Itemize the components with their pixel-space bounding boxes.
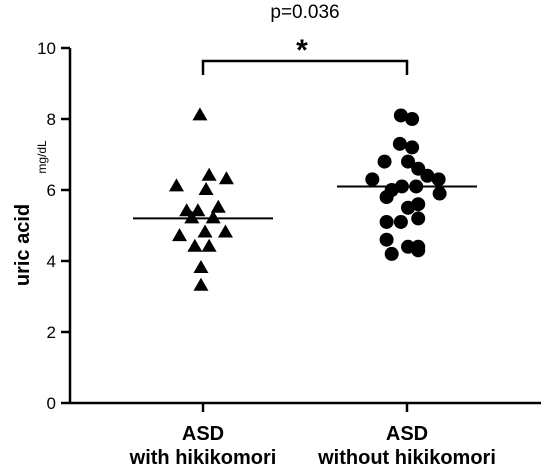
circle-point [384, 246, 399, 261]
circle-point [405, 112, 420, 126]
circle-point [420, 168, 435, 183]
circle-point [365, 172, 380, 187]
triangle-point [168, 178, 184, 192]
circle-point [401, 154, 416, 169]
circle-point [411, 197, 426, 212]
y-tick-label: 10 [37, 39, 56, 58]
median-lines [133, 185, 477, 220]
x-axis-ticks [201, 403, 409, 412]
circle-point [393, 108, 408, 123]
triangle-point [184, 210, 200, 224]
triangle-point [190, 203, 206, 217]
triangle-point [205, 210, 221, 224]
y-tick-label: 0 [47, 394, 56, 413]
circle-point [377, 154, 392, 169]
triangle-point [187, 238, 203, 252]
y-axis-label: uric acid [12, 204, 34, 286]
p-value-label: p=0.036 [270, 2, 339, 23]
significance-star: * [296, 34, 308, 67]
triangle-point [193, 277, 209, 291]
circle-point [379, 214, 394, 229]
y-tick-label: 8 [47, 110, 56, 129]
y-axis-ticks: 0 2 4 6 8 10 [37, 39, 70, 413]
y-axis-unit: mg/dL [35, 140, 49, 174]
category-label-line2: without hikikomori [317, 447, 496, 469]
triangle-point [172, 228, 188, 242]
triangle-point [218, 171, 234, 185]
category-label-line1: ASD [182, 423, 224, 445]
significance-bracket [201, 59, 409, 75]
category-label-line2: with hikikomori [129, 447, 277, 469]
circle-point [393, 214, 408, 229]
circle-point [431, 172, 446, 187]
triangle-point [210, 199, 226, 213]
triangle-point [197, 224, 213, 238]
circle-point [405, 140, 420, 155]
circle-point [411, 243, 426, 258]
y-tick-label: 2 [47, 323, 56, 342]
triangle-point [201, 167, 217, 181]
triangle-point [192, 107, 208, 121]
circle-point [432, 186, 447, 201]
circle-point [379, 232, 394, 247]
circle-point [379, 190, 394, 205]
y-tick-label: 6 [47, 181, 56, 200]
triangle-point [193, 260, 209, 274]
circle-point [392, 136, 407, 151]
circle-point [411, 211, 426, 226]
triangle-point [217, 224, 233, 238]
y-tick-label: 4 [47, 252, 56, 271]
triangle-point [198, 181, 214, 195]
category-label-line1: ASD [386, 423, 428, 445]
triangle-point [201, 238, 217, 252]
data-points [168, 107, 447, 291]
